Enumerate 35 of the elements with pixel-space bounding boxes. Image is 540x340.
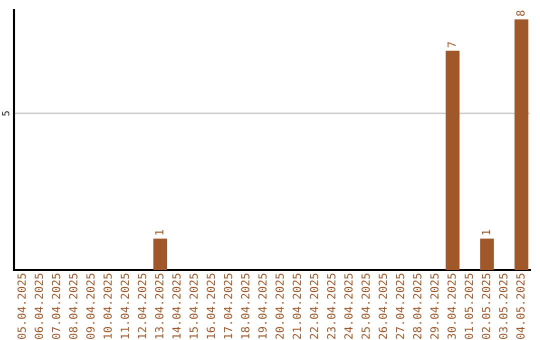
x-tick-label: 27.04.2025 — [396, 274, 404, 339]
data-label: 1 — [155, 230, 164, 235]
x-tick-label: 24.04.2025 — [344, 274, 353, 339]
x-tick-label: 13.04.2025 — [155, 274, 164, 338]
x-tick-label: 29.04.2025 — [430, 274, 439, 339]
x-tick-label: 22.04.2025 — [310, 274, 318, 339]
x-tick-label: 02.05.2025 — [482, 274, 490, 339]
x-tick-label: 23.04.2025 — [327, 274, 336, 339]
x-tick-label: 03.05.2025 — [499, 274, 508, 339]
x-tick-label: 15.04.2025 — [189, 274, 198, 338]
x-tick-label: 14.04.2025 — [172, 274, 181, 338]
x-tick-label: 07.04.2025 — [52, 274, 60, 339]
data-label: 7 — [448, 42, 456, 48]
data-label: 1 — [482, 230, 490, 235]
x-tick-label: 05.04.2025 — [17, 274, 26, 339]
x-tick-label: 20.04.2025 — [275, 274, 284, 339]
x-tick-label: 30.04.2025 — [447, 274, 456, 339]
x-tick-label: 09.04.2025 — [86, 274, 95, 339]
x-tick-label: 08.04.2025 — [69, 274, 78, 339]
x-tick-label: 19.04.2025 — [258, 274, 267, 338]
x-tick-label: 28.04.2025 — [413, 274, 422, 339]
x-tick-label: 17.04.2025 — [224, 274, 232, 338]
data-label: 8 — [516, 10, 525, 16]
x-tick-label: 06.04.2025 — [34, 274, 44, 339]
x-tick-label: 11.04.2025 — [120, 274, 130, 338]
x-tick-label: 10.04.2025 — [103, 274, 112, 338]
x-tick-label: 04.05.2025 — [516, 274, 525, 339]
x-tick-label: 12.04.2025 — [138, 274, 146, 338]
x-tick-label: 26.04.2025 — [378, 274, 388, 339]
x-tick-label: 01.05.2025 — [464, 274, 474, 339]
x-tick-label: 18.04.2025 — [241, 274, 250, 338]
x-tick-label: 21.04.2025 — [292, 274, 302, 339]
x-tick-label: 25.04.2025 — [361, 274, 370, 339]
y-tick-label: 5 — [2, 111, 10, 116]
x-tick-label: 16.04.2025 — [206, 274, 216, 338]
